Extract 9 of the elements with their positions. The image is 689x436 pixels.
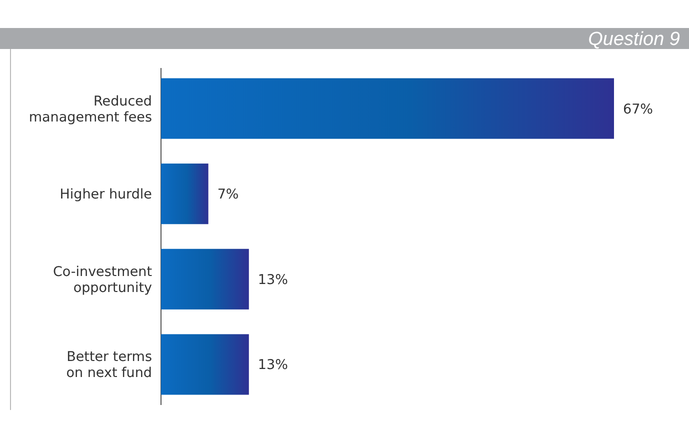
y-tick-label: Better terms on next fund bbox=[66, 349, 152, 382]
y-tick-label: Reduced management fees bbox=[28, 93, 152, 126]
y-tick-label: Co-investment opportunity bbox=[52, 264, 152, 296]
data-label: 13% bbox=[258, 357, 288, 374]
y-tick-label: Higher hurdle bbox=[60, 186, 152, 203]
data-label: 7% bbox=[217, 186, 239, 203]
chart-title: Question 9 bbox=[588, 29, 680, 50]
data-label: 13% bbox=[258, 272, 288, 288]
data-label: 67% bbox=[623, 101, 654, 118]
